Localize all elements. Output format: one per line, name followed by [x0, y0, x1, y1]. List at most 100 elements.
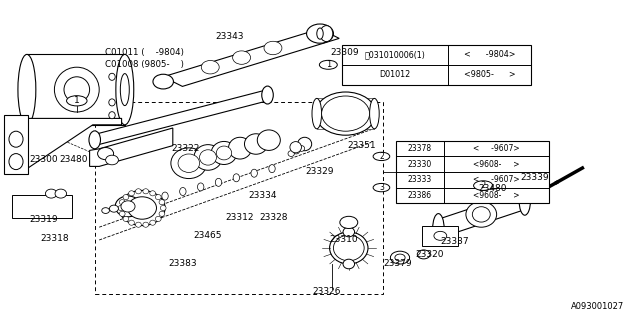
- Ellipse shape: [320, 26, 333, 42]
- Text: <9608-     >: <9608- >: [473, 160, 520, 169]
- Ellipse shape: [298, 146, 305, 151]
- Ellipse shape: [159, 200, 165, 205]
- Ellipse shape: [194, 145, 222, 170]
- Ellipse shape: [123, 195, 129, 200]
- Ellipse shape: [262, 86, 273, 104]
- Ellipse shape: [109, 73, 115, 80]
- Ellipse shape: [98, 148, 114, 160]
- Text: C01011 (    -9804): C01011 ( -9804): [104, 48, 184, 57]
- Text: 2: 2: [379, 152, 384, 161]
- Text: 23320: 23320: [416, 250, 444, 259]
- Ellipse shape: [109, 99, 115, 106]
- Text: 23386: 23386: [408, 191, 431, 200]
- Ellipse shape: [119, 211, 125, 216]
- Ellipse shape: [312, 99, 322, 129]
- Circle shape: [373, 152, 390, 161]
- Ellipse shape: [129, 220, 134, 225]
- Text: 23334: 23334: [248, 191, 276, 200]
- Text: <     -9607>: < -9607>: [473, 144, 520, 153]
- Polygon shape: [26, 118, 122, 170]
- Ellipse shape: [160, 205, 166, 211]
- Ellipse shape: [369, 99, 379, 129]
- Text: <9805-      >: <9805- >: [464, 70, 515, 79]
- Ellipse shape: [116, 54, 134, 125]
- Ellipse shape: [144, 196, 150, 205]
- Text: 3: 3: [379, 183, 384, 192]
- Text: 23333: 23333: [408, 175, 431, 184]
- Text: <      -9804>: < -9804>: [464, 50, 515, 59]
- Ellipse shape: [18, 54, 36, 125]
- Ellipse shape: [395, 254, 405, 261]
- Polygon shape: [438, 190, 525, 238]
- Text: 23319: 23319: [29, 215, 58, 224]
- Ellipse shape: [150, 220, 156, 225]
- Text: <9608-     >: <9608- >: [473, 191, 520, 200]
- Text: Ⓦ031010006(1): Ⓦ031010006(1): [365, 50, 426, 59]
- Ellipse shape: [333, 235, 364, 261]
- Ellipse shape: [156, 195, 161, 200]
- Text: 23309: 23309: [330, 48, 358, 57]
- Ellipse shape: [343, 227, 355, 237]
- Ellipse shape: [129, 191, 134, 196]
- Ellipse shape: [136, 189, 141, 194]
- Ellipse shape: [244, 134, 268, 154]
- Ellipse shape: [162, 192, 168, 200]
- Text: 23300: 23300: [29, 156, 58, 164]
- Ellipse shape: [251, 169, 257, 177]
- Ellipse shape: [156, 216, 161, 221]
- Text: <     -9607>: < -9607>: [473, 175, 520, 184]
- Ellipse shape: [118, 205, 124, 211]
- Text: 23480: 23480: [479, 184, 507, 193]
- Ellipse shape: [150, 191, 156, 196]
- Circle shape: [373, 183, 390, 192]
- Ellipse shape: [228, 137, 252, 159]
- Ellipse shape: [120, 74, 129, 106]
- Ellipse shape: [307, 24, 333, 43]
- Text: A093001027: A093001027: [571, 302, 624, 311]
- Ellipse shape: [106, 155, 118, 165]
- Ellipse shape: [211, 141, 237, 164]
- Text: 23322: 23322: [172, 144, 200, 153]
- Text: 23328: 23328: [260, 213, 288, 222]
- Text: 23343: 23343: [215, 32, 243, 41]
- Ellipse shape: [109, 205, 118, 212]
- Ellipse shape: [200, 150, 216, 165]
- Circle shape: [319, 60, 337, 69]
- Text: 2: 2: [481, 181, 486, 190]
- Polygon shape: [317, 98, 374, 129]
- Text: 23310: 23310: [330, 236, 358, 244]
- Ellipse shape: [119, 200, 125, 205]
- Ellipse shape: [233, 51, 251, 64]
- Ellipse shape: [340, 216, 358, 228]
- Ellipse shape: [534, 190, 541, 197]
- Polygon shape: [27, 54, 125, 125]
- Ellipse shape: [322, 96, 370, 131]
- Ellipse shape: [233, 174, 239, 182]
- Ellipse shape: [123, 216, 129, 221]
- Text: 23318: 23318: [40, 234, 68, 243]
- Ellipse shape: [45, 189, 57, 198]
- Bar: [4, 115, 28, 174]
- Ellipse shape: [153, 74, 173, 89]
- Text: 23339: 23339: [520, 173, 548, 182]
- Ellipse shape: [178, 154, 200, 172]
- Ellipse shape: [64, 77, 90, 102]
- Ellipse shape: [257, 130, 280, 150]
- Bar: [396, 141, 549, 203]
- Text: 1: 1: [326, 60, 331, 69]
- Ellipse shape: [433, 214, 444, 244]
- Ellipse shape: [9, 131, 23, 147]
- Ellipse shape: [472, 207, 490, 222]
- Ellipse shape: [180, 188, 186, 196]
- Text: 23326: 23326: [312, 287, 340, 296]
- Text: 23330: 23330: [408, 160, 431, 169]
- Ellipse shape: [466, 202, 497, 227]
- Ellipse shape: [159, 211, 165, 216]
- Ellipse shape: [390, 251, 410, 264]
- Ellipse shape: [198, 183, 204, 191]
- Ellipse shape: [54, 67, 99, 112]
- Polygon shape: [163, 29, 339, 86]
- Text: 23378: 23378: [408, 144, 431, 153]
- Circle shape: [474, 181, 493, 190]
- Ellipse shape: [343, 259, 355, 269]
